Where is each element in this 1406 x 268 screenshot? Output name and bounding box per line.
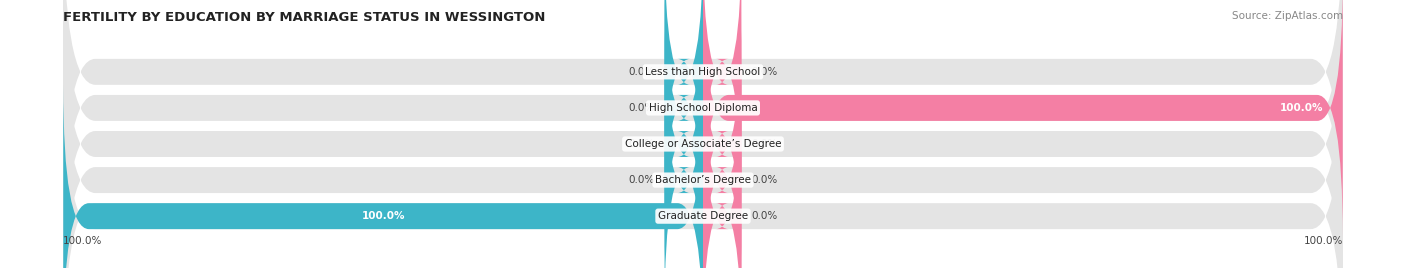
Text: Source: ZipAtlas.com: Source: ZipAtlas.com [1232, 11, 1343, 21]
FancyBboxPatch shape [665, 49, 703, 268]
FancyBboxPatch shape [63, 0, 1343, 239]
Text: 100.0%: 100.0% [1303, 236, 1343, 246]
FancyBboxPatch shape [703, 0, 741, 203]
Text: Graduate Degree: Graduate Degree [658, 211, 748, 221]
Text: 0.0%: 0.0% [751, 139, 778, 149]
Text: 0.0%: 0.0% [751, 67, 778, 77]
FancyBboxPatch shape [703, 13, 741, 268]
Text: 100.0%: 100.0% [361, 211, 405, 221]
FancyBboxPatch shape [665, 0, 703, 239]
Text: 0.0%: 0.0% [628, 103, 655, 113]
Text: 100.0%: 100.0% [1279, 103, 1323, 113]
Text: FERTILITY BY EDUCATION BY MARRIAGE STATUS IN WESSINGTON: FERTILITY BY EDUCATION BY MARRIAGE STATU… [63, 11, 546, 24]
Text: 0.0%: 0.0% [628, 67, 655, 77]
FancyBboxPatch shape [703, 85, 741, 268]
FancyBboxPatch shape [703, 0, 1343, 239]
Text: 0.0%: 0.0% [628, 175, 655, 185]
Text: 0.0%: 0.0% [628, 139, 655, 149]
FancyBboxPatch shape [665, 13, 703, 268]
Text: Bachelor’s Degree: Bachelor’s Degree [655, 175, 751, 185]
FancyBboxPatch shape [63, 0, 1343, 268]
Text: 0.0%: 0.0% [751, 175, 778, 185]
Text: 100.0%: 100.0% [63, 236, 103, 246]
Text: High School Diploma: High School Diploma [648, 103, 758, 113]
FancyBboxPatch shape [665, 0, 703, 203]
Text: Less than High School: Less than High School [645, 67, 761, 77]
FancyBboxPatch shape [63, 85, 703, 268]
FancyBboxPatch shape [703, 49, 741, 268]
FancyBboxPatch shape [63, 13, 1343, 268]
Text: College or Associate’s Degree: College or Associate’s Degree [624, 139, 782, 149]
Text: 0.0%: 0.0% [751, 211, 778, 221]
FancyBboxPatch shape [63, 49, 1343, 268]
FancyBboxPatch shape [63, 0, 1343, 268]
